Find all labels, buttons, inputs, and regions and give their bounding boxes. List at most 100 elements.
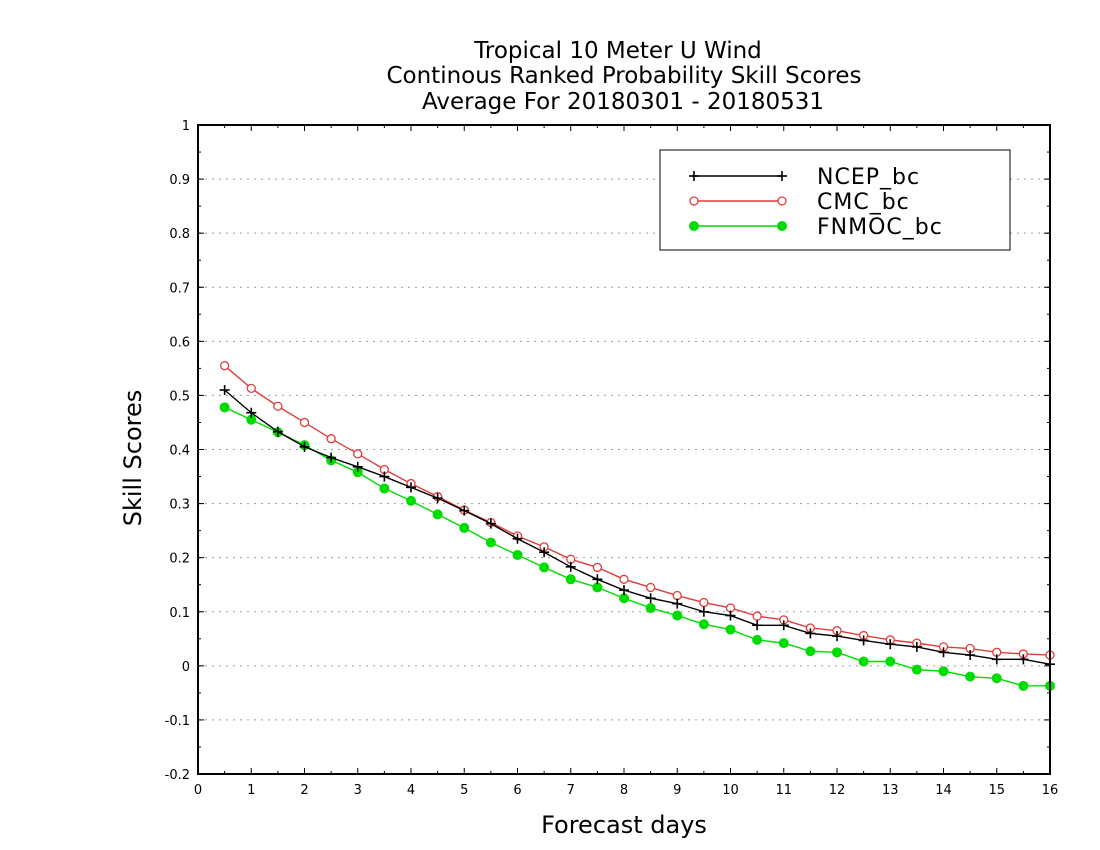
- legend-label: CMC_bc: [817, 190, 910, 215]
- data-point: [858, 635, 869, 646]
- data-point: [512, 533, 523, 544]
- x-tick-label: 14: [935, 783, 952, 798]
- x-tick-label: 2: [300, 783, 308, 798]
- data-point: [698, 606, 709, 617]
- legend-marker: [689, 171, 699, 181]
- y-axis-label: Skill Scores: [119, 390, 147, 527]
- data-point: [592, 574, 603, 585]
- data-point: [991, 654, 1002, 665]
- data-point: [326, 434, 336, 444]
- x-tick-label: 9: [673, 783, 681, 798]
- data-point: [459, 522, 470, 533]
- y-tick-label: 0.6: [169, 335, 190, 350]
- data-point: [246, 383, 256, 394]
- data-point: [406, 495, 416, 506]
- x-tick-label: 5: [460, 783, 468, 798]
- data-point: [219, 361, 230, 371]
- data-point: [805, 628, 816, 639]
- y-tick-label: -0.2: [165, 768, 190, 783]
- x-tick-label: 16: [1042, 783, 1059, 798]
- data-point: [512, 549, 523, 560]
- x-tick-label: 10: [722, 783, 739, 798]
- data-point: [565, 561, 576, 572]
- legend-entry-CMC_bc: CMC_bc: [689, 190, 910, 215]
- data-point: [406, 482, 416, 493]
- data-point: [752, 620, 763, 631]
- data-point: [698, 619, 709, 630]
- data-point: [965, 671, 976, 682]
- y-tick-labels: -0.2 -0.1 0 0.1 0.2 0.3 0.4 0.5 0.6 0.7 0.8 0.9 1: [165, 119, 190, 783]
- y-tick-label: -0.1: [165, 714, 190, 729]
- x-tick-label: 8: [620, 783, 628, 798]
- data-point: [805, 646, 816, 657]
- data-point: [965, 650, 976, 661]
- y-tick-label: 0.3: [169, 498, 190, 513]
- y-tick-label: 0: [182, 660, 190, 675]
- series-line-NCEP_bc: [224, 389, 1051, 665]
- data-point: [485, 537, 496, 548]
- data-point: [592, 562, 603, 573]
- data-point: [459, 505, 470, 516]
- series-NCEP_bc: [219, 385, 1055, 670]
- data-point: [1018, 680, 1029, 691]
- data-point: [938, 666, 949, 677]
- legend-marker: [777, 171, 787, 181]
- data-point: [752, 611, 762, 621]
- data-point: [432, 493, 443, 504]
- data-point: [832, 647, 842, 658]
- title-line-1: Tropical 10 Meter U Wind: [473, 38, 762, 64]
- data-point: [832, 631, 842, 642]
- x-tick-label: 11: [775, 783, 792, 798]
- data-point: [938, 647, 949, 658]
- data-point: [645, 593, 656, 604]
- data-point: [619, 574, 629, 584]
- x-tick-label: 7: [567, 783, 575, 798]
- legend-marker: [689, 196, 699, 206]
- x-tick-label: 12: [829, 783, 846, 798]
- chart-title: Tropical 10 Meter U Wind Continous Ranke…: [386, 38, 861, 115]
- data-point: [539, 547, 550, 558]
- x-tick-label: 3: [354, 783, 362, 798]
- x-axis-label: Forecast days: [541, 811, 707, 839]
- x-tick-label: 13: [882, 783, 899, 798]
- legend-entry-NCEP_bc: NCEP_bc: [689, 165, 920, 190]
- data-point: [725, 624, 736, 635]
- data-point: [1018, 654, 1029, 665]
- series-lines: [219, 361, 1055, 691]
- data-point: [565, 574, 576, 585]
- data-point: [352, 461, 363, 472]
- y-tick-label: 0.7: [169, 281, 190, 296]
- x-tick-label: 15: [988, 783, 1005, 798]
- data-point: [485, 518, 496, 529]
- data-point: [539, 562, 550, 573]
- data-point: [299, 417, 310, 428]
- data-point: [991, 673, 1002, 684]
- data-point: [699, 597, 709, 608]
- y-tick-label: 0.5: [169, 389, 190, 404]
- data-point: [379, 483, 390, 494]
- title-line-3: Average For 20180301 - 20180531: [422, 89, 824, 115]
- y-tick-label: 0.1: [169, 606, 190, 621]
- legend-entry-FNMOC_bc: FNMOC_bc: [689, 215, 942, 240]
- data-point: [619, 585, 629, 596]
- data-point: [272, 426, 283, 437]
- y-tick-label: 0.4: [169, 444, 190, 459]
- data-point: [273, 401, 283, 411]
- data-point: [379, 471, 390, 482]
- data-point: [219, 385, 230, 396]
- y-tick-label: 0.2: [169, 552, 190, 567]
- x-tick-labels: 0 1 2 3 4 5 6 7 8 9 10 11 12 13 14 15 16: [194, 783, 1058, 798]
- data-point: [432, 509, 443, 520]
- data-point: [911, 641, 922, 652]
- data-point: [326, 452, 337, 463]
- data-point: [672, 590, 682, 601]
- series-CMC_bc: [219, 361, 1055, 660]
- x-tick-label: 0: [194, 783, 202, 798]
- legend-label: NCEP_bc: [817, 165, 920, 190]
- data-point: [778, 638, 789, 649]
- data-point: [672, 598, 683, 609]
- data-point: [885, 639, 896, 650]
- data-point: [219, 402, 230, 413]
- legend-marker: [777, 196, 787, 206]
